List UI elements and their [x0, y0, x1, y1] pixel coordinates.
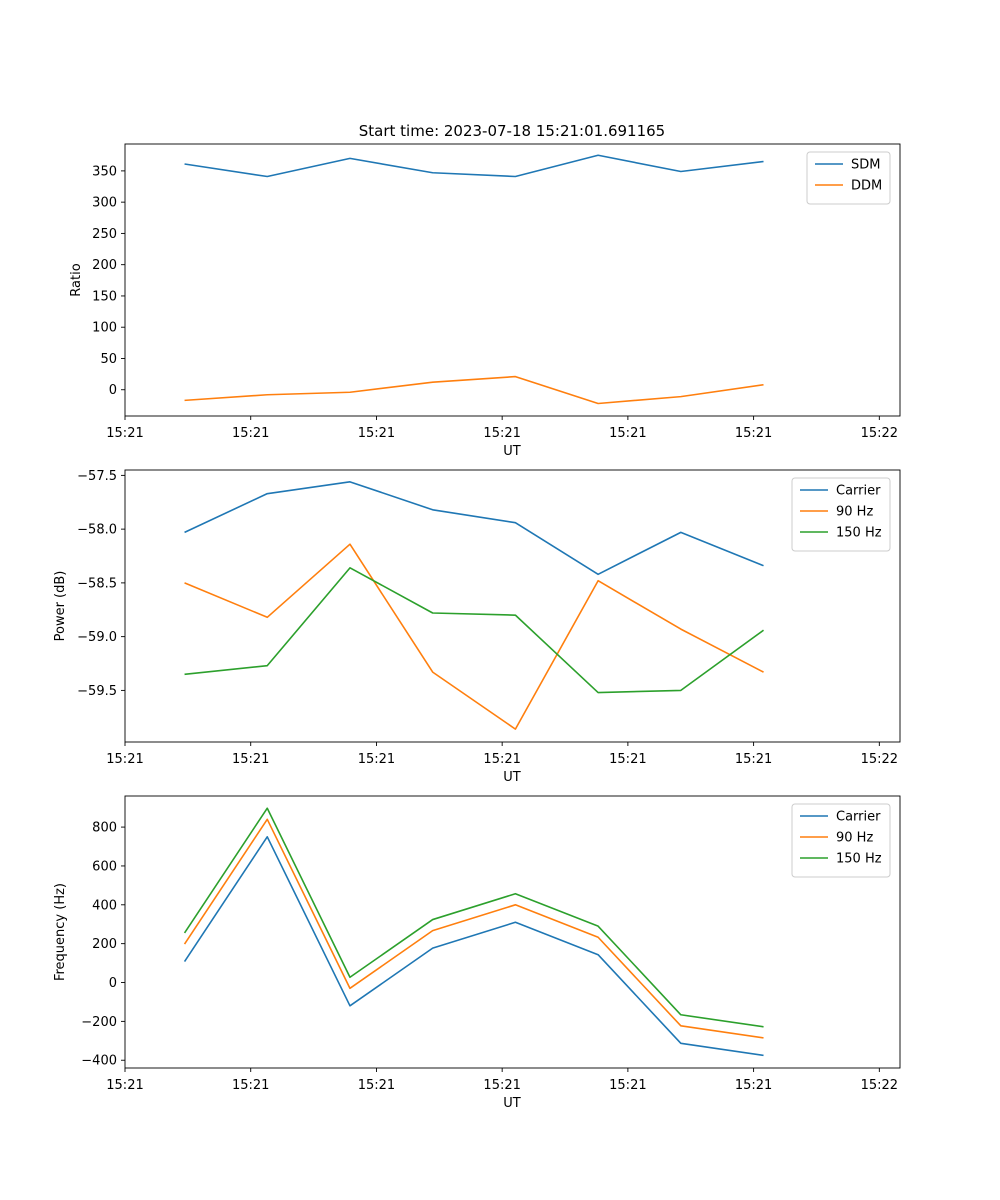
power-series-90-hz-line	[184, 543, 764, 730]
ratio-ylabel: Ratio	[69, 263, 84, 296]
frequency-ytick-label: 200	[92, 937, 117, 952]
power-ytick-label: −59.0	[77, 630, 117, 645]
frequency-series-carrier-line	[183, 835, 764, 1057]
ratio-xtick-label: 15:21	[609, 426, 646, 441]
ratio-ytick-label: 300	[92, 196, 117, 211]
frequency-xtick-label: 15:22	[861, 1078, 898, 1093]
ratio-ytick-label: 50	[100, 352, 117, 367]
power-ytick-label: −58.5	[77, 576, 117, 591]
ratio-xtick-label: 15:21	[232, 426, 269, 441]
power-series-carrier-line	[184, 481, 764, 576]
power-xlabel: UT	[503, 770, 521, 785]
frequency-series-90-hz-line	[183, 818, 764, 1039]
frequency-ytick-label: −400	[81, 1054, 117, 1069]
ratio-axes-frame	[124, 143, 901, 417]
frequency-xtick-label: 15:21	[232, 1078, 269, 1093]
chart-frequency: 15:21 15:21 15:21 15:21 15:21 15:21 15:22 −400 −…	[53, 795, 901, 1111]
ratio-series-ddm-line	[184, 375, 764, 405]
frequency-xtick-label: 15:21	[483, 1078, 520, 1093]
chart-ratio: 15:21 15:21 15:21 15:21 15:21 15:21 15:22 0 50 10…	[69, 143, 901, 459]
frequency-ytick-label: −200	[81, 1015, 117, 1030]
ratio-legend-box	[806, 151, 891, 205]
ratio-ytick-label: 350	[92, 164, 117, 179]
ratio-ytick-label: 150	[92, 289, 117, 304]
frequency-ytick-label: 800	[92, 821, 117, 836]
power-legend-label-150-hz: 150 Hz	[836, 526, 882, 541]
ratio-xlabel: UT	[503, 444, 521, 459]
frequency-ytick-label: 0	[109, 976, 117, 991]
ratio-xtick-label: 15:22	[861, 426, 898, 441]
frequency-xtick-label: 15:21	[358, 1078, 395, 1093]
power-xtick-label: 15:21	[358, 752, 395, 767]
ratio-xtick-label: 15:21	[358, 426, 395, 441]
power-ytick-label: −59.5	[77, 684, 117, 699]
chart-power: 15:21 15:21 15:21 15:21 15:21 15:21 15:22 −59.5…	[53, 469, 901, 785]
power-ytick-label: −58.0	[77, 523, 117, 538]
frequency-legend: Carrier 90 Hz 150 Hz	[791, 803, 891, 878]
frequency-legend-label-90-hz: 90 Hz	[836, 831, 873, 846]
power-series-150-hz-line	[184, 567, 765, 694]
ratio-ytick-label: 0	[109, 383, 117, 398]
figure-title: Start time: 2023-07-18 15:21:01.691165	[359, 122, 665, 140]
ratio-legend: SDM DDM	[806, 151, 891, 205]
power-axes-frame	[124, 469, 901, 743]
frequency-legend-label-carrier: Carrier	[836, 810, 881, 825]
ratio-xtick-label: 15:21	[106, 426, 143, 441]
frequency-ytick-label: 600	[92, 859, 117, 874]
ratio-xtick-label: 15:21	[483, 426, 520, 441]
frequency-axes-frame	[124, 795, 901, 1069]
ratio-series-sdm-line	[184, 154, 764, 178]
power-ytick-label: −57.5	[77, 469, 117, 484]
ratio-legend-label-sdm: SDM	[851, 158, 880, 173]
frequency-xlabel: UT	[503, 1096, 521, 1111]
frequency-series-150-hz-line	[183, 807, 764, 1028]
ratio-ytick-label: 250	[92, 227, 117, 242]
power-xtick-label: 15:22	[861, 752, 898, 767]
ratio-ytick-label: 200	[92, 258, 117, 273]
power-xtick-label: 15:21	[735, 752, 772, 767]
ratio-legend-label-ddm: DDM	[851, 179, 882, 194]
frequency-xtick-label: 15:21	[609, 1078, 646, 1093]
power-legend-label-90-hz: 90 Hz	[836, 505, 873, 520]
frequency-ytick-label: 400	[92, 898, 117, 913]
frequency-legend-label-150-hz: 150 Hz	[836, 852, 882, 867]
power-xtick-label: 15:21	[483, 752, 520, 767]
frequency-xtick-label: 15:21	[735, 1078, 772, 1093]
power-xtick-label: 15:21	[106, 752, 143, 767]
frequency-xtick-label: 15:21	[106, 1078, 143, 1093]
frequency-ylabel: Frequency (Hz)	[53, 883, 68, 981]
ratio-ytick-label: 100	[92, 321, 117, 336]
ratio-xtick-label: 15:21	[735, 426, 772, 441]
power-legend-label-carrier: Carrier	[836, 484, 881, 499]
power-legend: Carrier 90 Hz 150 Hz	[791, 477, 891, 552]
power-ylabel: Power (dB)	[53, 571, 68, 642]
power-xtick-label: 15:21	[609, 752, 646, 767]
power-xtick-label: 15:21	[232, 752, 269, 767]
